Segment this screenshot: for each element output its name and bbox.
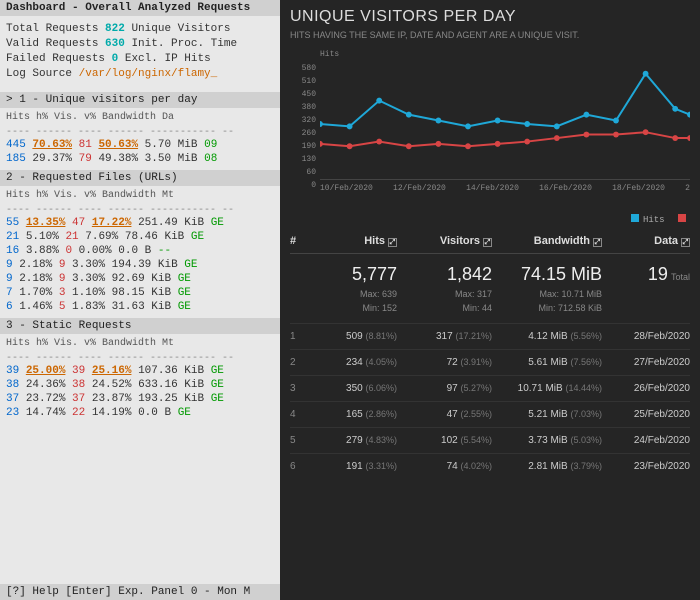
table-row[interactable]: 9 2.18% 9 3.30% 194.39 KiB GE — [0, 258, 280, 272]
visitor-row[interactable]: 1509 (8.81%)317 (17.21%)4.12 MiB (5.56%)… — [290, 323, 690, 349]
col-visitors[interactable]: Visitors⤢ — [397, 235, 492, 247]
visitors-panel: UNIQUE VISITORS PER DAY HITS HAVING THE … — [280, 0, 700, 600]
log-label: Log Source — [6, 68, 72, 80]
excl-label: Excl. IP Hits — [125, 53, 211, 65]
legend-visitors-icon — [678, 214, 686, 222]
table-row[interactable]: 445 70.63% 81 50.63% 5.70 MiB 09 — [0, 138, 280, 152]
section-2-head: Hits h% Vis. v% Bandwidth Mt — [0, 186, 280, 205]
visitor-row[interactable]: 5279 (4.83%)102 (5.54%)3.73 MiB (5.03%)2… — [290, 427, 690, 453]
divider: ---- ------ ---- ------ ----------- -- — [0, 353, 280, 364]
expand-icon[interactable]: ⤢ — [483, 238, 492, 247]
visitor-row[interactable]: 6191 (3.31%)74 (4.02%)2.81 MiB (3.79%)23… — [290, 453, 690, 479]
expand-icon[interactable]: ⤢ — [593, 238, 602, 247]
log-path: /var/log/nginx/flamy_ — [79, 68, 218, 80]
expand-icon[interactable]: ⤢ — [388, 238, 397, 247]
panel-subtitle: HITS HAVING THE SAME IP, DATE AND AGENT … — [290, 30, 690, 40]
section-3-title[interactable]: 3 - Static Requests — [0, 318, 280, 334]
table-row[interactable]: 21 5.10% 21 7.69% 78.46 KiB GE — [0, 230, 280, 244]
section-3-head: Hits h% Vis. v% Bandwidth Mt — [0, 334, 280, 353]
legend-hits-label: Hits — [643, 215, 665, 225]
section-2-title[interactable]: 2 - Requested Files (URLs) — [0, 170, 280, 186]
stats-summary: 5,777 Max: 639 Min: 152 1,842 Max: 317 M… — [290, 254, 690, 323]
expand-icon[interactable]: ⤢ — [681, 238, 690, 247]
unique-label: Unique Visitors — [131, 23, 230, 35]
table-row[interactable]: 185 29.37% 79 49.38% 3.50 MiB 08 — [0, 152, 280, 166]
table-row[interactable]: 23 14.74% 22 14.19% 0.0 B GE — [0, 406, 280, 420]
failed-label: Failed Requests — [6, 53, 105, 65]
sum-data: 19 Total — [602, 264, 690, 313]
visitor-row[interactable]: 4165 (2.86%)47 (2.55%)5.21 MiB (7.03%)25… — [290, 401, 690, 427]
col-num: # — [290, 235, 312, 247]
summary-block: Total Requests 822 Unique Visitors Valid… — [0, 16, 280, 88]
table-row[interactable]: 6 1.46% 5 1.83% 31.63 KiB GE — [0, 300, 280, 314]
table-row[interactable]: 55 13.35% 47 17.22% 251.49 KiB GE — [0, 216, 280, 230]
table-row[interactable]: 38 24.36% 38 24.52% 633.16 KiB GE — [0, 378, 280, 392]
table-row[interactable]: 7 1.70% 3 1.10% 98.15 KiB GE — [0, 286, 280, 300]
y-axis-labels: 580510450380320260190130600 — [290, 62, 316, 192]
terminal-panel: Dashboard - Overall Analyzed Requests To… — [0, 0, 280, 600]
section-1-title[interactable]: > 1 - Unique visitors per day — [0, 92, 280, 108]
stats-header: # Hits⤢ Visitors⤢ Bandwidth⤢ Data⤢ — [290, 225, 690, 254]
chart-plot[interactable] — [320, 62, 690, 180]
section-1-head: Hits h% Vis. v% Bandwidth Da — [0, 108, 280, 127]
table-row[interactable]: 37 23.72% 37 23.87% 193.25 KiB GE — [0, 392, 280, 406]
sum-visitors: 1,842 Max: 317 Min: 44 — [397, 264, 492, 313]
dashboard-title: Dashboard - Overall Analyzed Requests — [0, 0, 280, 16]
valid-val: 630 — [105, 38, 125, 50]
table-row[interactable]: 16 3.88% 0 0.00% 0.0 B -- — [0, 244, 280, 258]
valid-label: Valid Requests — [6, 38, 98, 50]
table-row[interactable]: 9 2.18% 9 3.30% 92.69 KiB GE — [0, 272, 280, 286]
chart-legend: Hits — [290, 214, 690, 225]
line-chart[interactable]: Hits 580510450380320260190130600 10/Feb/… — [290, 52, 690, 212]
col-bandwidth[interactable]: Bandwidth⤢ — [492, 235, 602, 247]
divider: ---- ------ ---- ------ ----------- -- — [0, 205, 280, 216]
x-axis-labels: 10/Feb/202012/Feb/202014/Feb/202016/Feb/… — [320, 184, 690, 193]
footer-help[interactable]: [?] Help [Enter] Exp. Panel 0 - Mon M — [0, 584, 280, 600]
col-hits[interactable]: Hits⤢ — [312, 235, 397, 247]
visitor-row[interactable]: 2234 (4.05%)72 (3.91%)5.61 MiB (7.56%)27… — [290, 349, 690, 375]
table-row[interactable]: 39 25.00% 39 25.16% 107.36 KiB GE — [0, 364, 280, 378]
visitor-row[interactable]: 3350 (6.06%)97 (5.27%)10.71 MiB (14.44%)… — [290, 375, 690, 401]
y-axis-title: Hits — [320, 50, 339, 59]
legend-hits-icon — [631, 214, 639, 222]
col-data[interactable]: Data⤢ — [602, 235, 690, 247]
init-label: Init. Proc. Time — [131, 38, 237, 50]
sum-hits: 5,777 Max: 639 Min: 152 — [312, 264, 397, 313]
panel-title: UNIQUE VISITORS PER DAY — [290, 8, 690, 26]
total-label: Total Requests — [6, 23, 98, 35]
failed-val: 0 — [112, 53, 119, 65]
divider: ---- ------ ---- ------ ----------- -- — [0, 127, 280, 138]
sum-bandwidth: 74.15 MiB Max: 10.71 MiB Min: 712.58 KiB — [492, 264, 602, 313]
total-val: 822 — [105, 23, 125, 35]
